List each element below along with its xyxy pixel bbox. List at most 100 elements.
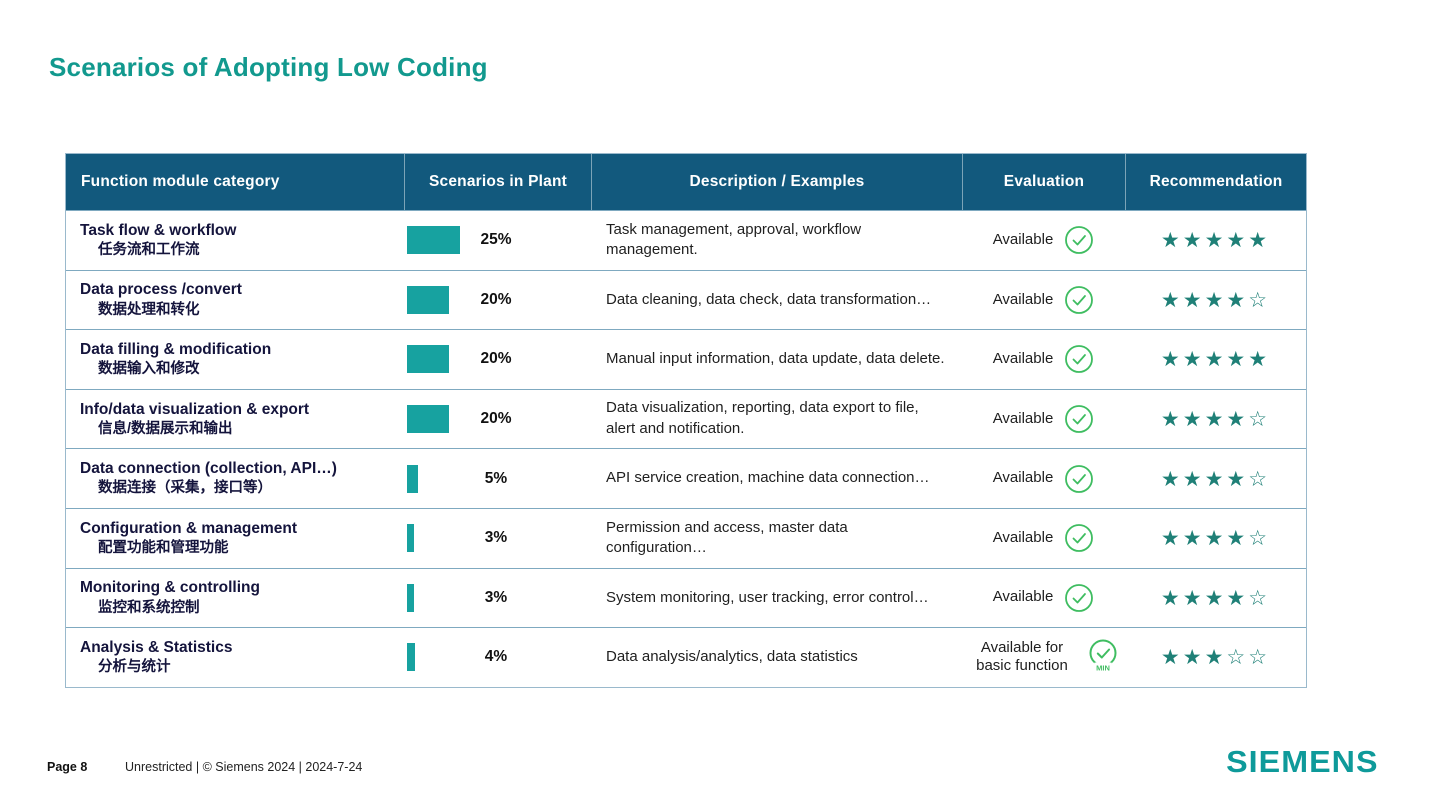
category-name-zh: 信息/数据展示和输出 [98, 420, 233, 437]
table-row: Data connection (collection, API…) 数据连接（… [66, 448, 1306, 508]
evaluation-text: Available [992, 588, 1054, 606]
percent-bar [407, 226, 460, 255]
percent-label: 20% [480, 410, 512, 428]
evaluation-cell: Available [962, 330, 1125, 389]
star-rating: ★★★★☆ [1160, 466, 1271, 491]
table-header-row: Function module category Scenarios in Pl… [66, 154, 1306, 210]
scenario-percent-cell: 5% [404, 449, 591, 508]
category-cell: Configuration & management 配置功能和管理功能 [66, 509, 404, 568]
category-name-en: Data process /convert [80, 281, 242, 299]
column-header-scenarios: Scenarios in Plant [404, 154, 591, 210]
category-cell: Data connection (collection, API…) 数据连接（… [66, 449, 404, 508]
column-header-description: Description / Examples [591, 154, 962, 210]
description-cell: API service creation, machine data conne… [591, 449, 962, 508]
category-cell: Info/data visualization & export 信息/数据展示… [66, 390, 404, 449]
category-cell: Analysis & Statistics 分析与统计 [66, 628, 404, 687]
category-name-en: Data connection (collection, API…) [80, 460, 337, 478]
check-circle-icon [1064, 344, 1094, 374]
category-name-zh: 数据处理和转化 [98, 301, 200, 318]
category-cell: Monitoring & controlling 监控和系统控制 [66, 569, 404, 628]
category-name-en: Task flow & workflow [80, 221, 237, 239]
description-cell: Manual input information, data update, d… [591, 330, 962, 389]
description-cell: Data visualization, reporting, data expo… [591, 390, 962, 449]
evaluation-text: Available [992, 350, 1054, 368]
evaluation-cell: Available [962, 271, 1125, 330]
star-rating: ★★★★★ [1160, 347, 1271, 372]
category-name-en: Monitoring & controlling [80, 579, 260, 597]
star-rating: ★★★★☆ [1160, 287, 1271, 312]
description-cell: Data cleaning, data check, data transfor… [591, 271, 962, 330]
evaluation-cell: Available [962, 390, 1125, 449]
category-name-zh: 数据输入和修改 [98, 361, 200, 378]
column-header-evaluation: Evaluation [962, 154, 1125, 210]
siemens-logo: SIEMENS [1226, 744, 1379, 779]
percent-bar [407, 643, 415, 672]
check-circle-icon [1064, 583, 1094, 613]
description-text: Manual input information, data update, d… [606, 350, 945, 368]
description-cell: Task management, approval, workflow mana… [591, 211, 962, 270]
svg-text:MIN: MIN [1096, 664, 1110, 673]
percent-label: 20% [480, 290, 512, 308]
category-cell: Data filling & modification 数据输入和修改 [66, 330, 404, 389]
check-circle-icon [1064, 225, 1094, 255]
scenario-percent-cell: 3% [404, 569, 591, 628]
description-text: Task management, approval, workflow mana… [606, 220, 862, 259]
evaluation-cell: Available [962, 569, 1125, 628]
description-text: Data analysis/analytics, data statistics [606, 648, 858, 666]
check-circle-min-icon: MIN [1087, 639, 1119, 675]
evaluation-text: Available [992, 469, 1054, 487]
percent-bar [407, 405, 449, 434]
table-row: Configuration & management 配置功能和管理功能 3% … [66, 507, 1306, 568]
category-name-zh: 数据连接（采集，接口等） [98, 480, 272, 497]
percent-label: 20% [480, 350, 512, 368]
evaluation-text: Available for basic function [976, 638, 1068, 675]
table-row: Monitoring & controlling 监控和系统控制 3% Syst… [66, 567, 1306, 628]
star-rating: ★★★★★ [1160, 228, 1271, 253]
description-text: Permission and access, master data confi… [606, 518, 848, 557]
percent-bar [407, 345, 449, 374]
category-cell: Task flow & workflow 任务流和工作流 [66, 211, 404, 270]
description-cell: Data analysis/analytics, data statistics [591, 628, 962, 687]
table-row: Data filling & modification 数据输入和修改 20% … [66, 329, 1306, 389]
scenario-percent-cell: 25% [404, 211, 591, 270]
scenario-percent-cell: 20% [404, 390, 591, 449]
description-text: Data cleaning, data check, data transfor… [606, 290, 932, 308]
percent-bar [407, 285, 449, 314]
evaluation-cell: Available for basic function MIN [962, 628, 1125, 687]
description-cell: Permission and access, master data confi… [591, 509, 962, 568]
percent-bar [407, 524, 414, 553]
table-row: Task flow & workflow 任务流和工作流 25% Task ma… [66, 210, 1306, 270]
evaluation-text: Available [992, 230, 1054, 248]
column-header-function-module: Function module category [81, 173, 280, 190]
star-rating: ★★★☆☆ [1160, 645, 1271, 670]
percent-bar [407, 464, 418, 493]
description-cell: System monitoring, user tracking, error … [591, 569, 962, 628]
page-number: Page 8 [47, 760, 88, 774]
table-row: Data process /convert 数据处理和转化 20% Data c… [66, 269, 1306, 330]
percent-label: 3% [484, 529, 508, 547]
percent-label: 3% [484, 588, 508, 606]
category-name-en: Info/data visualization & export [80, 400, 310, 418]
column-header-recommendation: Recommendation [1125, 154, 1306, 210]
evaluation-text: Available [992, 528, 1054, 546]
star-rating: ★★★★☆ [1160, 585, 1271, 610]
check-circle-icon [1064, 404, 1094, 434]
check-circle-icon [1064, 464, 1094, 494]
evaluation-cell: Available [962, 509, 1125, 568]
category-name-zh: 配置功能和管理功能 [98, 539, 229, 556]
scenario-percent-cell: 4% [404, 628, 591, 687]
evaluation-cell: Available [962, 211, 1125, 270]
table-row: Analysis & Statistics 分析与统计 4% Data anal… [66, 627, 1306, 687]
percent-label: 25% [480, 231, 512, 249]
category-name-en: Configuration & management [80, 519, 298, 537]
check-circle-icon [1064, 523, 1094, 553]
table-row: Info/data visualization & export 信息/数据展示… [66, 388, 1306, 449]
category-name-zh: 分析与统计 [98, 659, 171, 676]
category-cell: Data process /convert 数据处理和转化 [66, 271, 404, 330]
scenarios-table: Function module category Scenarios in Pl… [65, 153, 1307, 688]
percent-label: 5% [484, 469, 508, 487]
description-text: Data visualization, reporting, data expo… [606, 399, 919, 438]
evaluation-text: Available [992, 290, 1054, 308]
description-text: API service creation, machine data conne… [606, 469, 930, 487]
